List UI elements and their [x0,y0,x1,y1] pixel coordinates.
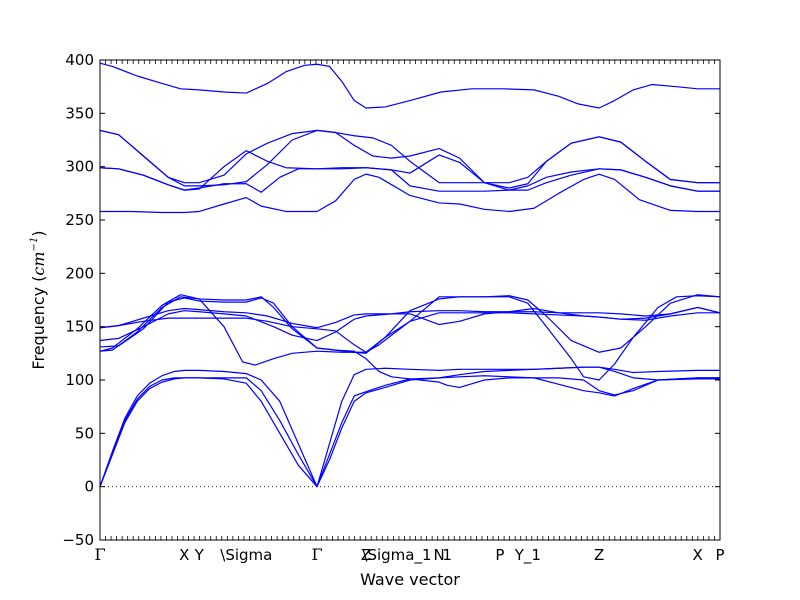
x-tick-label: Γ [311,545,322,564]
x-tick-label: P [495,546,504,564]
x-tick-label: X [179,546,189,564]
band-line-7 [99,294,721,366]
y-axis-title: Frequency (cm−1) [29,230,48,369]
y-axis-title-text: Frequency ( [29,276,48,370]
x-tick-label: X [693,546,703,564]
x-tick-label: P [715,546,724,564]
y-tick-label: −50 [62,531,94,549]
y-tick-label: 0 [84,478,94,496]
x-axis-title: Wave vector [360,570,460,589]
band-line-14 [99,377,720,488]
svg-text:Frequency (cm−1): Frequency (cm−1) [29,230,48,369]
x-tick-label: Z [594,546,604,564]
band-line-12 [99,312,720,353]
y-tick-label: 400 [65,51,94,69]
band-line-15 [99,366,720,488]
band-line-6 [100,173,720,214]
y-tick-label: 250 [65,211,94,229]
y-axis-title-close: ) [29,230,48,236]
y-tick-label: 50 [75,424,94,442]
y-tick-label: 200 [65,264,94,282]
y-tick-label: 100 [65,371,94,389]
band-line-1 [99,62,720,109]
x-tick-label: N [434,546,445,564]
axes-layer [99,59,721,541]
band-line-13 [99,375,720,488]
band-line-10 [99,306,721,342]
x-tick-label: Y [194,546,205,564]
x-tick-label: 1 [442,546,452,564]
y-axis-title-sup: −1 [29,237,40,252]
y-tick-label: 350 [65,104,94,122]
x-tick-label: \Sigma_1 [362,546,431,565]
band-line-9 [99,295,721,381]
y-tick-label: 150 [65,318,94,336]
x-tick-label: Y_1 [514,546,541,565]
band-line-3 [99,129,720,189]
y-axis-title-math: cm [29,251,48,275]
band-line-5 [99,167,720,193]
y-tick-label: 300 [65,158,94,176]
x-tick-label: Γ [94,545,105,564]
series-layer [99,62,721,488]
x-tick-label: Z [361,546,371,564]
x-tick-label: \Sigma [220,546,272,564]
